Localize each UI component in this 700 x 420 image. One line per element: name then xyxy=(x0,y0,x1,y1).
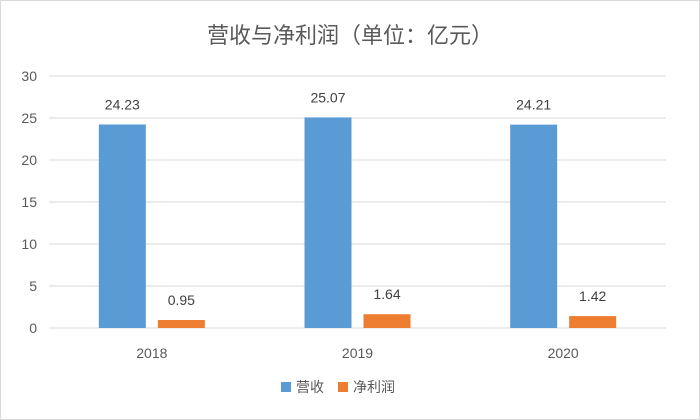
chart-title: 营收与净利润（单位：亿元） xyxy=(207,24,493,49)
legend: 营收 净利润 xyxy=(281,380,395,396)
legend-label: 净利润 xyxy=(353,380,395,396)
data-label: 24.23 xyxy=(105,96,140,112)
bars xyxy=(98,117,617,328)
bar-revenue-2020 xyxy=(510,124,558,328)
y-tick-label: 25 xyxy=(21,110,37,126)
bar-net-profit-2020 xyxy=(569,316,617,328)
y-axis-ticks: 0 5 10 15 20 25 30 xyxy=(21,68,37,336)
y-tick-label: 5 xyxy=(29,278,37,294)
x-tick-label: 2019 xyxy=(342,345,373,361)
data-labels: 24.23 0.95 25.07 1.64 24.21 1.42 xyxy=(105,89,607,308)
y-tick-label: 30 xyxy=(21,68,37,84)
bar-net-profit-2019 xyxy=(363,314,411,328)
bar-revenue-2019 xyxy=(304,117,352,328)
data-label: 1.64 xyxy=(373,286,400,302)
data-label: 25.07 xyxy=(310,89,345,105)
bar-revenue-2018 xyxy=(98,124,146,328)
legend-swatch xyxy=(338,382,348,392)
x-tick-label: 2018 xyxy=(136,345,167,361)
legend-swatch xyxy=(281,382,291,392)
x-tick-label: 2020 xyxy=(548,345,579,361)
y-tick-label: 15 xyxy=(21,194,37,210)
data-label: 1.42 xyxy=(579,288,606,304)
x-axis-ticks: 2018 2019 2020 xyxy=(136,345,579,361)
y-tick-label: 20 xyxy=(21,152,37,168)
gridlines xyxy=(49,75,666,329)
y-tick-label: 0 xyxy=(29,320,37,336)
legend-label: 营收 xyxy=(296,380,324,396)
bar-net-profit-2018 xyxy=(157,320,205,328)
data-label: 0.95 xyxy=(168,292,195,308)
data-label: 24.21 xyxy=(516,97,551,113)
y-tick-label: 10 xyxy=(21,236,37,252)
